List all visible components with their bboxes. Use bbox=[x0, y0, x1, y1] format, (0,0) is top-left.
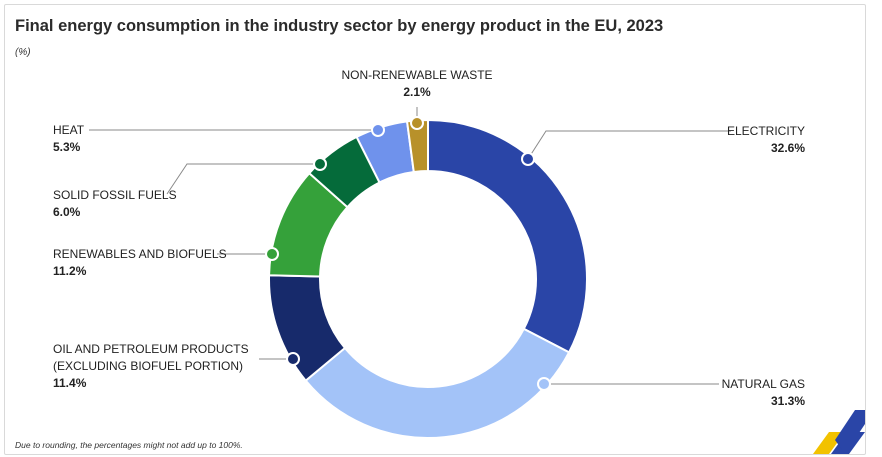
chart-title: Final energy consumption in the industry… bbox=[15, 17, 664, 35]
slice-value-heat: 5.3% bbox=[53, 140, 81, 154]
label-dot-renewables-and-biofuels bbox=[265, 247, 279, 261]
slice-value-electricity: 32.6% bbox=[771, 141, 805, 155]
label-dot-solid-fossil-fuels bbox=[313, 157, 327, 171]
slice-label-heat: HEAT bbox=[53, 123, 85, 137]
slice-value-solid-fossil-fuels: 6.0% bbox=[53, 205, 81, 219]
donut-chart: ELECTRICITY 32.6% NATURAL GAS 31.3% OIL AND … bbox=[53, 68, 805, 439]
label-dot-heat bbox=[371, 123, 385, 137]
slice-label-non-renewable-waste: NON-RENEWABLE WASTE bbox=[341, 68, 492, 82]
slice-electricity bbox=[427, 118, 588, 354]
slice-value-non-renewable-waste: 2.1% bbox=[403, 85, 431, 99]
slice-value-renewables-and-biofuels: 11.2% bbox=[53, 264, 87, 278]
slice-natural-gas bbox=[304, 327, 571, 439]
slice-label-oil-and-petroleum-products-excluding-biofuel-portion-line-2: (EXCLUDING BIOFUEL PORTION) bbox=[53, 359, 243, 373]
chart-subtitle: (%) bbox=[15, 47, 31, 58]
chart-frame: Final energy consumption in the industry… bbox=[4, 4, 866, 455]
eurostat-logo bbox=[813, 410, 865, 454]
slice-label-oil-and-petroleum-products-excluding-biofuel-portion-line-1: OIL AND PETROLEUM PRODUCTS bbox=[53, 342, 249, 356]
slice-value-oil-and-petroleum-products-excluding-biofuel-portion: 11.4% bbox=[53, 376, 87, 390]
leader-line-electricity bbox=[527, 130, 731, 160]
slice-label-natural-gas: NATURAL GAS bbox=[722, 377, 805, 391]
slice-label-electricity: ELECTRICITY bbox=[727, 124, 805, 138]
chart-footnote: Due to rounding, the percentages might n… bbox=[15, 440, 243, 450]
label-dot-electricity bbox=[521, 152, 535, 166]
slice-label-solid-fossil-fuels: SOLID FOSSIL FUELS bbox=[53, 188, 177, 202]
label-dot-non-renewable-waste bbox=[410, 116, 424, 130]
label-dot-natural-gas bbox=[537, 377, 551, 391]
leader-line-solid-fossil-fuels bbox=[166, 163, 320, 195]
slice-label-renewables-and-biofuels: RENEWABLES AND BIOFUELS bbox=[53, 247, 227, 261]
slice-value-natural-gas: 31.3% bbox=[771, 394, 805, 408]
label-dot-oil-and-petroleum-products-excluding-biofuel-portion bbox=[286, 352, 300, 366]
